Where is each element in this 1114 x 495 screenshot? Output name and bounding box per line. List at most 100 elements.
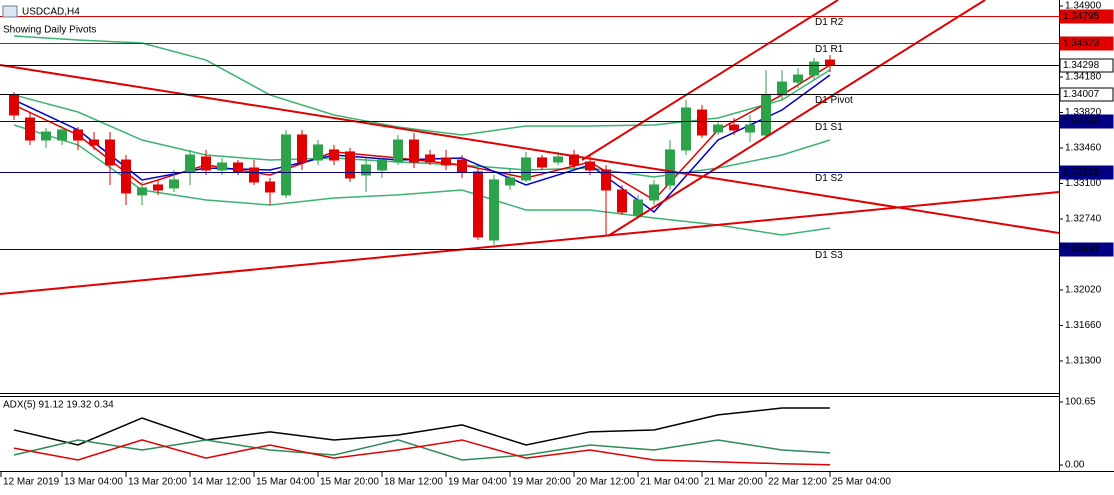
- candle-body: [825, 59, 835, 66]
- y-tick-label: 1.33460: [1065, 143, 1102, 154]
- candle-body: [393, 139, 403, 163]
- x-tick-label: 21 Mar 20:00: [704, 477, 763, 488]
- candle-body: [361, 164, 371, 176]
- candle-body: [745, 124, 755, 133]
- candle-body: [281, 134, 291, 196]
- level-price-label: 1.32431: [1063, 244, 1100, 255]
- candle-body: [377, 159, 387, 171]
- candle-body: [249, 167, 259, 183]
- chart-title: USDCAD,H4: [22, 7, 80, 18]
- candle-body: [489, 179, 499, 241]
- level-price-box: [1059, 87, 1114, 102]
- level-price-box: [1059, 58, 1114, 73]
- x-tick-label: 12 Mar 2019: [3, 477, 60, 488]
- y-tick-label: 1.33820: [1065, 107, 1102, 118]
- trendlines: [0, 0, 1060, 295]
- candle-body: [681, 107, 691, 151]
- x-tick-label: 21 Mar 04:00: [640, 477, 699, 488]
- candle-body: [153, 184, 163, 191]
- level-label: D1 R2: [815, 17, 844, 28]
- trendline: [0, 191, 1060, 295]
- trendline: [607, 0, 986, 237]
- trendline: [581, 0, 839, 161]
- level-price-label: 1.34795: [1063, 11, 1100, 22]
- candle-body: [521, 157, 531, 181]
- candle-body: [633, 199, 643, 216]
- candle-body: [697, 109, 707, 136]
- candle-body: [505, 177, 515, 186]
- candle-body: [809, 61, 819, 76]
- x-tick-label: 25 Mar 04:00: [832, 477, 891, 488]
- x-tick-label: 15 Mar 04:00: [256, 477, 315, 488]
- adx-line: [13, 439, 831, 461]
- level-price-label: 1.34298: [1063, 60, 1100, 71]
- candle-body: [617, 189, 627, 213]
- candle-body: [793, 74, 803, 83]
- candle-body: [201, 156, 211, 171]
- candle-body: [121, 159, 131, 194]
- level-price-label: 1.34007: [1063, 89, 1100, 100]
- candle-body: [25, 117, 35, 141]
- candle-body: [329, 149, 339, 161]
- level-price-box: [1059, 114, 1114, 129]
- candle-body: [233, 162, 243, 173]
- candle-body: [57, 129, 67, 141]
- level-label: D1 R1: [815, 44, 844, 55]
- candle-body: [473, 171, 483, 238]
- level-label: D1 S2: [815, 173, 843, 184]
- candle-body: [665, 149, 675, 186]
- level-price-box: [1059, 36, 1114, 51]
- candle-body: [761, 94, 771, 136]
- candle-body: [777, 81, 787, 96]
- level-label: D1 S1: [815, 122, 843, 133]
- y-tick-label: 1.33100: [1065, 178, 1102, 189]
- level-price-label: 1.33735: [1063, 116, 1100, 127]
- x-tick-label: 13 Mar 20:00: [128, 477, 187, 488]
- level-price-box: [1059, 242, 1114, 257]
- level-price-label: 1.34523: [1063, 38, 1100, 49]
- candle-body: [9, 94, 19, 116]
- adx-line: [13, 439, 831, 466]
- x-tick-label: 13 Mar 04:00: [64, 477, 123, 488]
- trendline: [0, 64, 1060, 234]
- candle-body: [297, 134, 307, 163]
- candle-body: [569, 154, 579, 166]
- y-tick-label: 1.34900: [1065, 1, 1102, 12]
- candle-body: [409, 139, 419, 163]
- candle-body: [537, 157, 547, 168]
- x-tick-label: 18 Mar 12:00: [384, 477, 443, 488]
- candle-body: [441, 157, 451, 166]
- candle-body: [265, 181, 275, 193]
- y-tick-label: 1.31660: [1065, 320, 1102, 331]
- candle-body: [345, 151, 355, 179]
- candle-body: [713, 124, 723, 133]
- x-tick-label: 19 Mar 04:00: [448, 477, 507, 488]
- y-tick-label: 1.32740: [1065, 214, 1102, 225]
- candle-body: [585, 161, 595, 171]
- level-label: D1 Pivot: [815, 95, 853, 106]
- candle-body: [137, 187, 147, 196]
- x-tick-label: 20 Mar 12:00: [576, 477, 635, 488]
- candle-body: [457, 159, 467, 173]
- chart-subtitle: Showing Daily Pivots: [3, 25, 96, 36]
- candle-body: [41, 131, 51, 141]
- candle-body: [649, 184, 659, 201]
- x-tick-label: 19 Mar 20:00: [512, 477, 571, 488]
- x-tick-label: 14 Mar 12:00: [192, 477, 251, 488]
- candle-body: [169, 179, 179, 189]
- adx-line: [13, 407, 831, 446]
- indicator-line: [13, 35, 831, 136]
- y-tick-label: 1.34180: [1065, 72, 1102, 83]
- candle-body: [217, 162, 227, 171]
- candle-body: [313, 144, 323, 161]
- candle-body: [425, 154, 435, 163]
- candle-body: [73, 129, 83, 141]
- adx-label: ADX(5) 91.12 19.32 0.34: [3, 400, 114, 411]
- candle-body: [729, 124, 739, 131]
- candle-body: [105, 139, 115, 166]
- level-label: D1 S3: [815, 250, 843, 261]
- x-tick-label: 15 Mar 20:00: [320, 477, 379, 488]
- level-price-box: [1059, 9, 1114, 24]
